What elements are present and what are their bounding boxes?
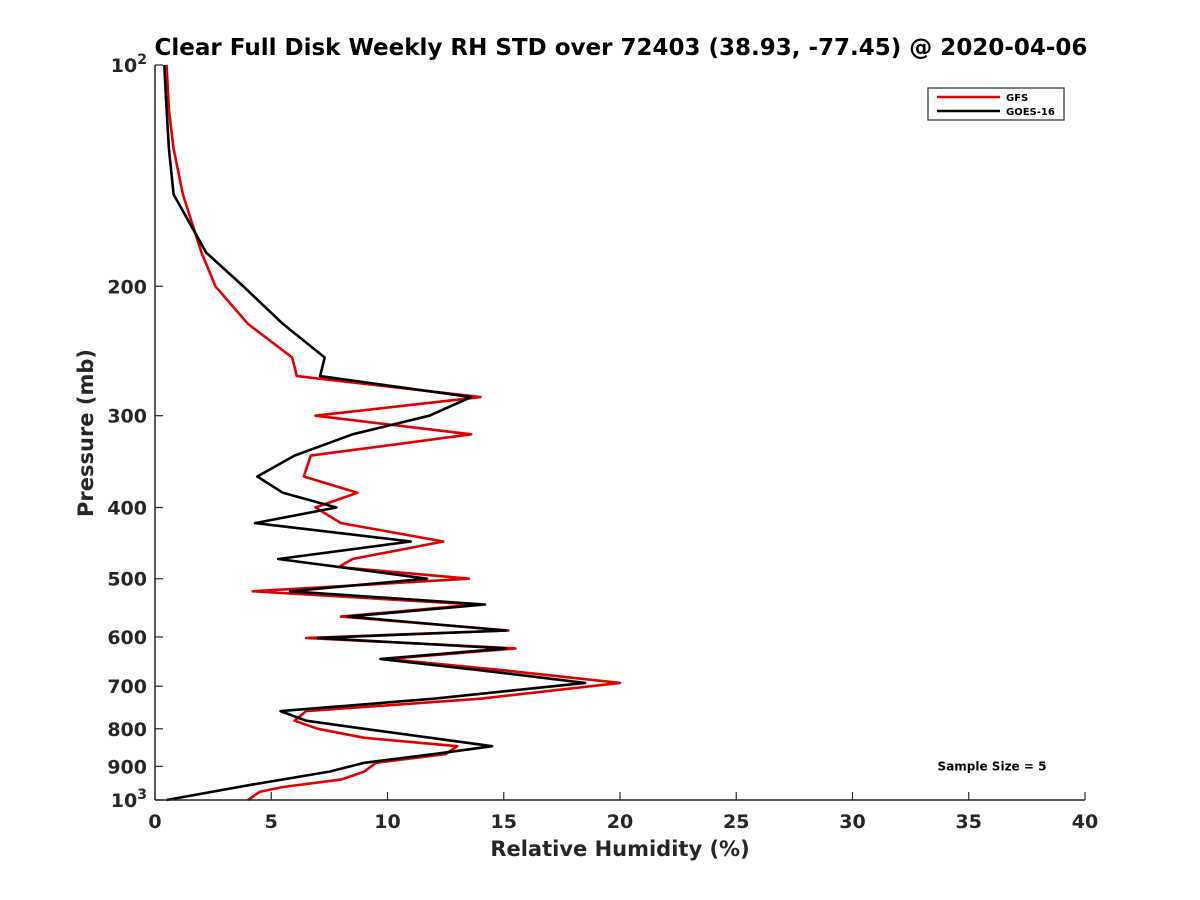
x-tick-label: 10 xyxy=(374,811,400,833)
y-tick-label: 700 xyxy=(107,676,147,698)
y-tick-label: 400 xyxy=(107,498,147,520)
x-tick-label: 40 xyxy=(1072,811,1098,833)
x-tick-label: 35 xyxy=(956,811,982,833)
series-layer xyxy=(163,64,622,802)
y-tick-label: 500 xyxy=(107,569,147,591)
x-tick-label: 25 xyxy=(723,811,749,833)
y-tick-label: 600 xyxy=(107,627,147,649)
legend: GFS GOES-16 xyxy=(927,87,1065,121)
sample-size-annotation: Sample Size = 5 xyxy=(938,759,1047,773)
y-tick-label: 102 xyxy=(111,52,147,77)
y-ticks: 102 200 300 400 500 600 700 800 900 103 xyxy=(107,52,163,812)
y-tick-label: 800 xyxy=(107,719,147,741)
y-axis-title: Pressure (mb) xyxy=(74,349,98,517)
x-tick-label: 20 xyxy=(607,811,633,833)
x-tick-label: 0 xyxy=(148,811,161,833)
x-tick-label: 5 xyxy=(265,811,278,833)
x-tick-label: 30 xyxy=(839,811,865,833)
legend-label-gfs: GFS xyxy=(1006,93,1028,104)
x-tick-label: 15 xyxy=(491,811,517,833)
x-ticks: 0 5 10 15 20 25 30 35 40 xyxy=(148,792,1098,833)
y-tick-label: 300 xyxy=(107,406,147,428)
y-tick-label: 103 xyxy=(111,787,147,812)
chart-title: Clear Full Disk Weekly RH STD over 72403… xyxy=(155,35,1088,61)
legend-label-goes16: GOES-16 xyxy=(1006,107,1055,118)
y-tick-label: 200 xyxy=(107,276,147,298)
legend-box xyxy=(927,87,1065,121)
plot-area xyxy=(155,65,1085,800)
y-tick-label: 900 xyxy=(107,756,147,778)
x-axis-title: Relative Humidity (%) xyxy=(490,837,749,861)
